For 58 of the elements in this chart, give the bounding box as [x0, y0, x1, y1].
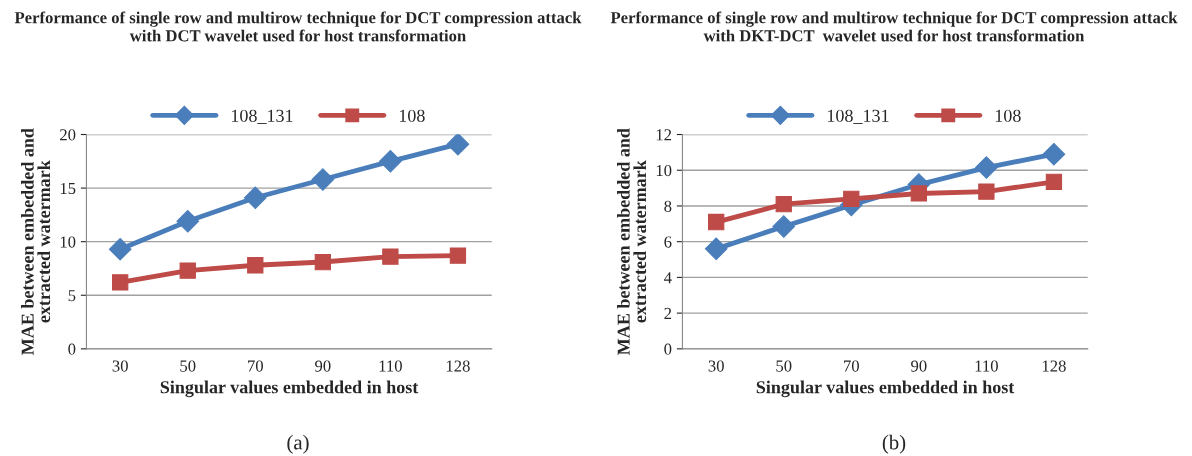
point: [311, 168, 335, 191]
text: (a): [287, 434, 309, 454]
point: [247, 257, 264, 274]
point: [243, 186, 267, 210]
y-tick-label: 4: [664, 272, 672, 284]
x-tick-label: 70: [844, 360, 859, 372]
point: [108, 237, 132, 261]
point: [176, 210, 200, 233]
point: [446, 134, 470, 156]
text: (b): [882, 434, 906, 454]
x-axis-title: Singular values embedded in host: [756, 380, 1015, 398]
legend-label: 108_131: [827, 109, 889, 124]
y-axis-title: MAE between embedded and extracted watermark: [21, 128, 51, 355]
x-tick-label: 50: [776, 360, 792, 372]
chart-title: Performance of single row and multirow technique for DCT compression attack with DKT-DCT wavelet used for host transformation: [610, 11, 1178, 42]
point: [772, 215, 796, 238]
point: [314, 253, 331, 271]
point: [449, 247, 467, 264]
point: [112, 274, 129, 291]
y-tick-label: 20: [60, 129, 76, 141]
point: [708, 213, 725, 231]
y-tick-label: 6: [664, 236, 672, 248]
y-axis-title: MAE between embedded and extracted watermark: [617, 128, 647, 355]
x-tick-label: 110: [975, 360, 998, 372]
y-tick-label: 15: [60, 182, 76, 195]
point: [379, 149, 402, 173]
y-tick-label: 10: [60, 236, 76, 248]
point: [843, 190, 860, 207]
x-axis-title: Singular values embedded in host: [160, 380, 419, 398]
y-tick-label: 0: [664, 343, 672, 355]
point: [910, 185, 927, 202]
point: [382, 248, 399, 265]
x-tick-label: 90: [315, 360, 331, 372]
x-tick-label: 110: [379, 360, 402, 372]
y-tick-label: 8: [664, 200, 672, 212]
point: [775, 196, 792, 213]
point: [704, 237, 728, 261]
x-tick-label: 90: [911, 360, 927, 372]
point: [978, 183, 995, 200]
y-tick-label: 2: [664, 307, 672, 319]
chart-title: Performance of single row and multirow technique for DCT compression attack with DCT wavelet used for host transformation: [14, 11, 582, 42]
x-tick-label: 30: [112, 360, 128, 372]
point: [1042, 142, 1066, 166]
x-tick-label: 70: [248, 360, 263, 372]
x-tick-label: 128: [446, 360, 470, 372]
point: [1045, 173, 1063, 191]
y-tick-label: 10: [656, 164, 672, 177]
x-tick-label: 50: [180, 360, 196, 372]
y-tick-label: 12: [656, 129, 672, 141]
legend-label: 108_131: [231, 109, 293, 124]
legend-label: 108: [399, 109, 425, 122]
x-tick-label: 128: [1042, 360, 1066, 372]
y-tick-label: 0: [68, 343, 76, 355]
x-tick-label: 30: [708, 360, 724, 372]
point: [179, 262, 196, 279]
legend-label: 108: [995, 109, 1021, 122]
point: [975, 156, 998, 179]
y-tick-label: 5: [68, 290, 76, 302]
